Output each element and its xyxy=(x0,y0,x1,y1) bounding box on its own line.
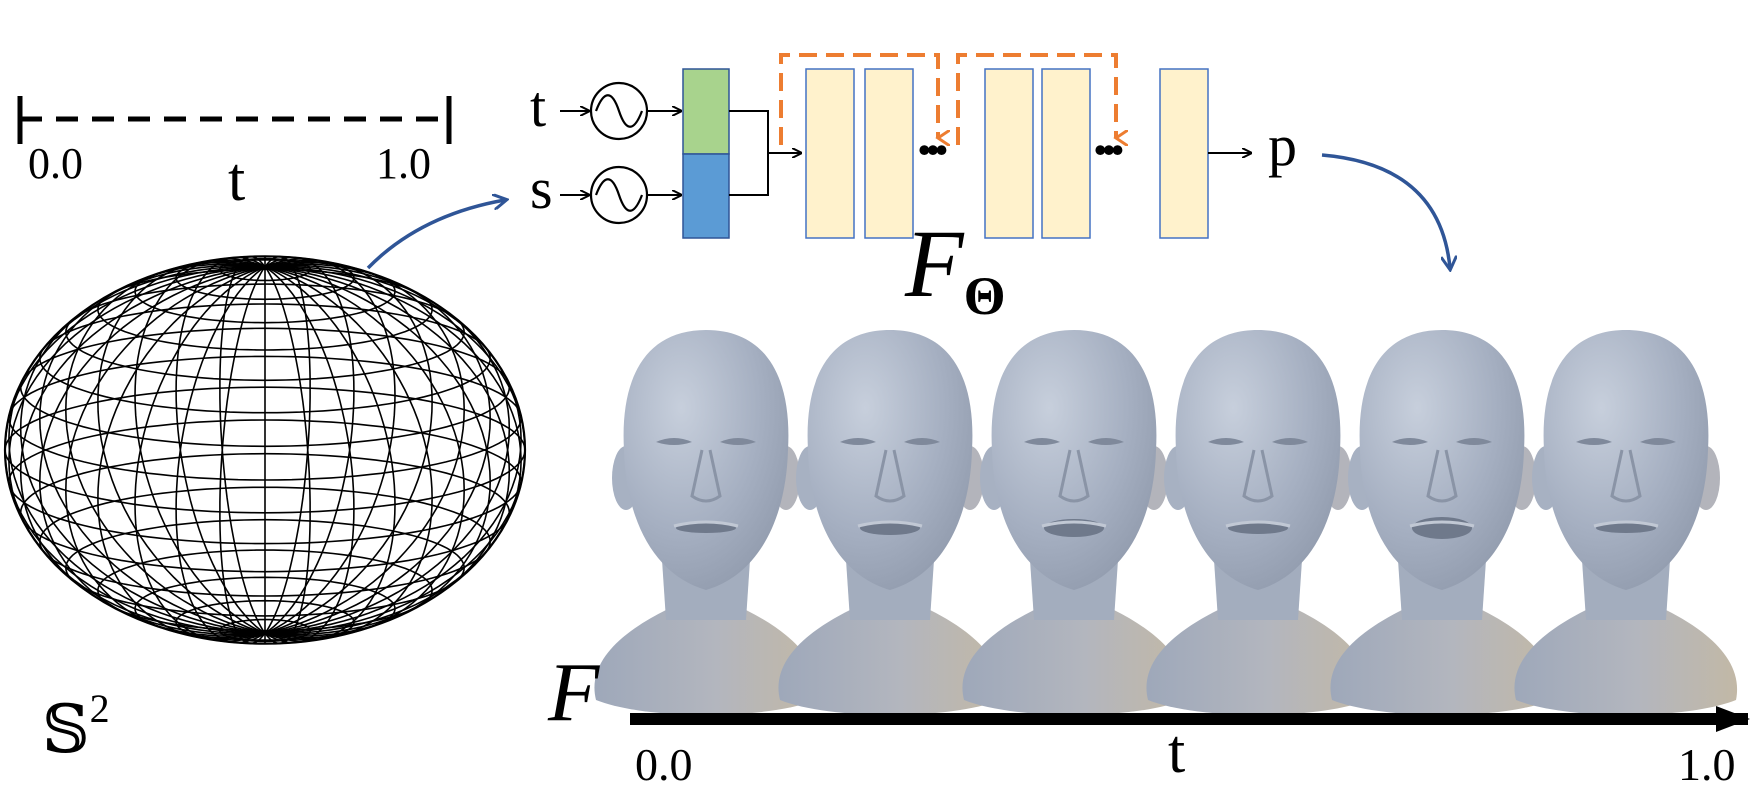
output-to-heads-arrow xyxy=(1321,153,1450,268)
head-eye-right xyxy=(904,438,940,445)
mlp-layer-4 xyxy=(1041,68,1091,239)
head-eye-right xyxy=(1272,438,1308,445)
sphere-meridian xyxy=(19,264,511,636)
head-nose xyxy=(1242,449,1274,503)
sphere-meridian xyxy=(64,261,465,639)
sphere-meridian xyxy=(8,265,522,635)
time-range-end-label: 1.0 xyxy=(376,139,431,188)
head-bust xyxy=(594,610,818,715)
head-mouth xyxy=(676,523,736,533)
output-label: p xyxy=(1268,113,1297,178)
head-mouth xyxy=(1412,517,1472,539)
time-range-diagram: 0.0 1.0 t xyxy=(17,96,452,214)
head-bust xyxy=(1514,610,1738,715)
concat-connector xyxy=(729,110,800,196)
sphere-meridian xyxy=(8,265,522,635)
head-nose xyxy=(690,449,722,503)
head-face xyxy=(1543,330,1709,590)
space-embedding-block xyxy=(682,153,730,239)
time-axis: F 0.0 t 1.0 xyxy=(547,646,1750,790)
head-upper-lip xyxy=(1225,520,1291,528)
skip-connection-2 xyxy=(956,53,1116,145)
head-5 xyxy=(1330,330,1554,715)
time-axis-start-label: 0.0 xyxy=(635,739,693,790)
sphere-meridian xyxy=(134,258,396,642)
mlp-layer-2 xyxy=(864,68,914,239)
sphere-to-input-arrow xyxy=(366,200,505,270)
head-eye-left xyxy=(840,438,876,445)
space-encoder-icon xyxy=(589,165,649,225)
head-eye-left xyxy=(1576,438,1612,445)
head-face xyxy=(991,330,1157,590)
head-nose xyxy=(1058,449,1090,503)
head-4 xyxy=(1146,330,1370,715)
head-sequence xyxy=(594,330,1738,715)
sequence-function-label: F xyxy=(547,646,601,739)
head-eye-left xyxy=(1024,438,1060,445)
network-diagram: t s ••• ••• xyxy=(530,53,1297,326)
head-face xyxy=(1175,330,1341,590)
head-eye-left xyxy=(656,438,692,445)
head-upper-lip xyxy=(673,520,739,528)
sphere-exponent: 2 xyxy=(90,686,110,731)
head-bust xyxy=(962,610,1186,715)
sphere-wireframe xyxy=(3,255,527,645)
time-axis-end-label: 1.0 xyxy=(1678,739,1736,790)
mlp-layer-5 xyxy=(1159,68,1209,239)
sphere-meridian xyxy=(4,265,526,635)
sphere-symbol: 𝕊 xyxy=(42,694,90,767)
head-eye-right xyxy=(1088,438,1124,445)
time-axis-variable-label: t xyxy=(1168,718,1185,786)
input-time-label: t xyxy=(530,74,546,139)
layer-ellipsis-2: ••• xyxy=(1094,130,1123,170)
head-6 xyxy=(1514,330,1738,715)
time-range-variable-label: t xyxy=(228,146,245,214)
network-function-label: FΘ xyxy=(904,210,1006,326)
head-face xyxy=(807,330,973,590)
head-upper-lip xyxy=(1041,520,1107,528)
head-upper-lip xyxy=(1593,520,1659,528)
head-nose xyxy=(1610,449,1642,503)
sphere-meridian xyxy=(219,255,311,645)
head-mouth xyxy=(860,521,920,535)
network-function-subscript: Θ xyxy=(964,266,1006,326)
head-nose xyxy=(1426,449,1458,503)
input-space-label: s xyxy=(530,156,553,221)
layer-ellipsis-1: ••• xyxy=(918,130,947,170)
sphere-meridian xyxy=(175,256,355,644)
network-function-symbol: F xyxy=(904,210,965,317)
head-1 xyxy=(594,330,818,715)
head-face xyxy=(623,330,789,590)
time-embedding-block xyxy=(682,68,730,155)
head-eye-right xyxy=(1456,438,1492,445)
sphere-meridian xyxy=(97,259,433,641)
skip-connection-1 xyxy=(779,53,938,145)
head-upper-lip xyxy=(857,520,923,528)
time-encoder-icon xyxy=(589,81,649,141)
head-upper-lip xyxy=(1409,520,1475,528)
head-face xyxy=(1359,330,1525,590)
mlp-layer-1 xyxy=(805,68,855,239)
head-nose xyxy=(874,449,906,503)
head-bust xyxy=(1146,610,1370,715)
head-eye-right xyxy=(1640,438,1676,445)
head-2 xyxy=(778,330,1002,715)
head-eye-left xyxy=(1392,438,1428,445)
head-mouth xyxy=(1596,523,1656,533)
mlp-layer-3 xyxy=(984,68,1034,239)
head-3 xyxy=(962,330,1186,715)
head-mouth xyxy=(1228,522,1288,534)
head-eye-right xyxy=(720,438,756,445)
head-bust xyxy=(778,610,1002,715)
time-range-start-label: 0.0 xyxy=(28,139,83,188)
head-eye-left xyxy=(1208,438,1244,445)
sphere-meridian xyxy=(38,263,491,637)
sphere-label: 𝕊2 xyxy=(42,686,110,767)
head-bust xyxy=(1330,610,1554,715)
